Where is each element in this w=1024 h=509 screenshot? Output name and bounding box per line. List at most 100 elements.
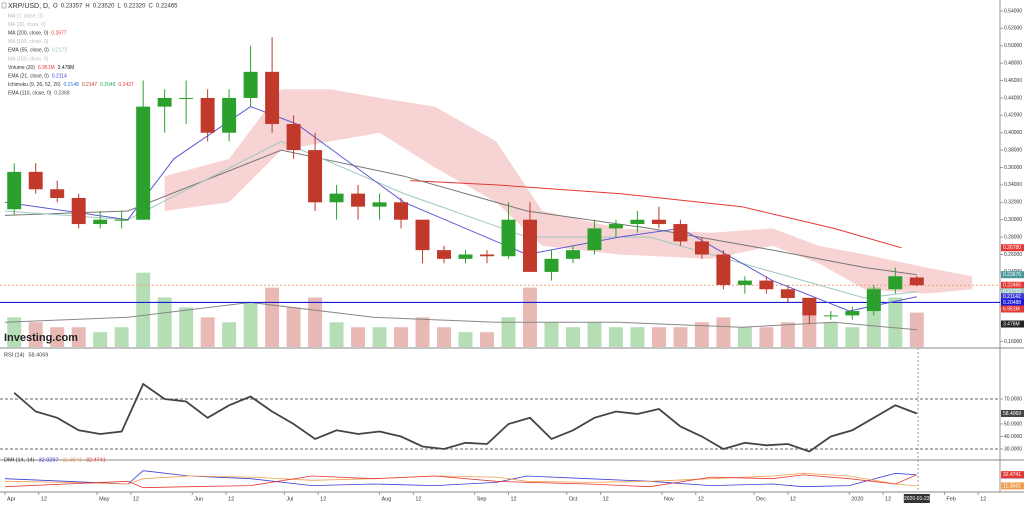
candle-body: [157, 97, 172, 107]
price-label: 0.22465: [1003, 283, 1021, 289]
cursor-date-box: [903, 494, 930, 503]
indicator-line: [4, 474, 917, 489]
legend-name: MA (200, close, 0): [8, 31, 49, 37]
x-tick-label: 12: [415, 496, 421, 502]
candle-body: [823, 315, 838, 317]
volume-bar: [114, 327, 129, 347]
y-tick-label: 0.16000: [1004, 339, 1022, 345]
legend-name: Volume (20): [8, 65, 35, 71]
x-tick-label: 12: [603, 496, 609, 502]
legend-readout: 0.2147: [82, 82, 98, 88]
readout-box: [1001, 482, 1024, 490]
candle-body: [501, 219, 516, 257]
x-tick-label: 12: [510, 496, 516, 502]
volume-bar: [286, 307, 301, 347]
price-label-box: [1001, 288, 1024, 296]
x-tick-label: Feb: [946, 496, 955, 502]
x-tick-label: Sep: [477, 496, 487, 502]
legend-readout: 0.2368: [54, 91, 70, 97]
volume-bar: [372, 327, 387, 347]
candle-body: [909, 277, 924, 286]
indicator-line: [13, 382, 918, 453]
legend-name: MA (20, close, 0): [8, 22, 46, 28]
pane-readout: 32.0297: [39, 457, 59, 463]
volume-bar: [93, 332, 108, 347]
volume-bar: [480, 332, 494, 347]
legend-name: MA (7, close, 0): [8, 13, 43, 19]
y-tick-label: 40.0000: [1004, 434, 1022, 440]
volume-bar: [394, 327, 409, 347]
x-tick-label: 12: [885, 496, 891, 502]
candle-body: [329, 193, 344, 203]
x-tick-label: 2020: [851, 496, 863, 502]
candle-body: [694, 241, 709, 255]
candle-body: [415, 219, 430, 251]
legend-name: EMA (110, close, 0): [8, 91, 52, 97]
volume-bar: [888, 297, 903, 347]
y-tick-label: 0.34000: [1004, 182, 1022, 188]
ohlc-value: 0.22320: [124, 4, 146, 10]
price-label-box: [1001, 298, 1024, 306]
candle-body: [608, 224, 623, 229]
price-label-box: [1001, 271, 1024, 279]
indicator-line: [410, 180, 902, 249]
candle-body: [286, 124, 301, 151]
volume-bar: [415, 317, 430, 347]
price-label: 0.21722: [1003, 289, 1021, 295]
candle-body: [28, 171, 43, 190]
volume-bar: [608, 327, 623, 347]
candle-body: [222, 97, 237, 133]
readout-box: [1001, 471, 1024, 479]
volume-bar: [329, 322, 344, 347]
volume-bar: [501, 317, 516, 347]
x-tick-label: Dec: [756, 496, 766, 502]
volume-ma: [4, 301, 917, 331]
volume-bar: [265, 287, 280, 347]
candle-body: [522, 219, 537, 272]
volume-bar: [50, 327, 65, 347]
y-tick-label: 50.0000: [1004, 421, 1022, 427]
volume-bar: [909, 312, 924, 347]
ohlc-name: L: [117, 4, 121, 10]
candle-body: [308, 150, 323, 203]
y-tick-label: 0.50000: [1004, 43, 1022, 49]
x-tick-label: 12: [228, 496, 234, 502]
volume-bar: [179, 307, 194, 347]
x-tick-label: Aug: [382, 496, 392, 502]
x-tick-label: 12: [980, 496, 986, 502]
price-label: 0.21142: [1003, 294, 1021, 300]
x-tick-label: 12: [320, 496, 326, 502]
volume-bar: [737, 327, 752, 347]
x-tick-label: 12: [698, 496, 704, 502]
volume-bar: [200, 317, 215, 347]
legend-readout: 0.2049: [100, 82, 116, 88]
y-tick-label: 0.46000: [1004, 78, 1022, 84]
candle-body: [716, 254, 731, 285]
volume-label-box: [1001, 320, 1024, 328]
volume-bar: [694, 322, 709, 347]
y-tick-label: 70.0000: [1004, 396, 1022, 402]
volume-bar: [351, 327, 366, 347]
x-tick-label: 12: [790, 496, 796, 502]
y-tick-label: 0.54000: [1004, 8, 1022, 14]
candle-body: [651, 219, 666, 225]
volume-bar: [71, 327, 86, 347]
x-tick-label: Nov: [664, 496, 674, 502]
ohlc-value: 0.22465: [156, 4, 178, 10]
candle-body: [50, 189, 65, 198]
volume-bar: [716, 317, 731, 347]
candle-body: [802, 297, 817, 316]
ohlc-value: 0.23357: [61, 4, 83, 10]
readout-label: 11.3541: [1003, 483, 1021, 489]
y-tick-label: 0.30000: [1004, 217, 1022, 223]
candle-body: [759, 280, 774, 290]
volume-bar: [759, 327, 774, 347]
volume-bar: [845, 327, 860, 347]
candle-body: [93, 219, 108, 225]
candle-body: [7, 171, 22, 210]
volume-bar: [522, 287, 537, 347]
volume-bar: [458, 332, 473, 347]
candle-body: [200, 97, 215, 133]
